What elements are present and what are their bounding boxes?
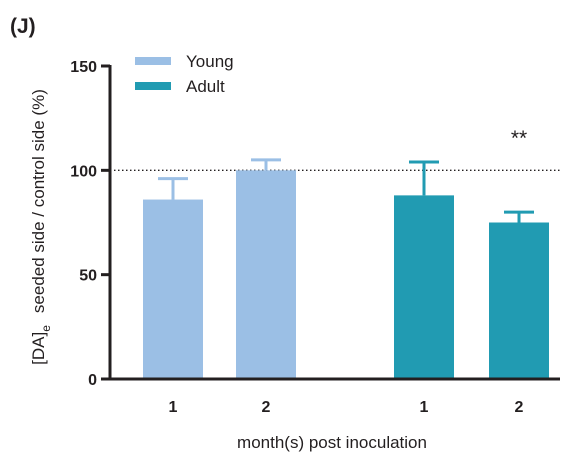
y-tick-label: 100 bbox=[70, 163, 97, 180]
y-axis-title: [DA]e seeded side / control side (%) bbox=[29, 89, 53, 365]
legend-label-adult: Adult bbox=[186, 77, 225, 96]
bars bbox=[143, 158, 549, 379]
y-tick-label: 150 bbox=[70, 59, 97, 76]
legend-label-young: Young bbox=[186, 52, 234, 71]
significance-marker: ** bbox=[511, 127, 527, 150]
y-tick-label: 0 bbox=[88, 372, 97, 389]
y-axis-title-subscript: e bbox=[39, 325, 53, 332]
panel-label: (J) bbox=[10, 15, 36, 38]
y-axis-title-main: [DA] bbox=[29, 332, 48, 365]
x-tick-label: 2 bbox=[515, 399, 524, 416]
x-tick-label: 1 bbox=[420, 399, 429, 416]
x-tick-label: 1 bbox=[169, 399, 178, 416]
legend: Young Adult bbox=[135, 52, 234, 96]
y-tick-label: 50 bbox=[79, 268, 97, 285]
plot-area: 0 50 100 150 1 2 1 2 ** bbox=[70, 59, 560, 416]
bar-young-2 bbox=[236, 170, 296, 379]
bar-adult-1 bbox=[394, 195, 454, 379]
legend-swatch-young bbox=[135, 57, 171, 65]
x-tick-label: 2 bbox=[262, 399, 271, 416]
legend-swatch-adult bbox=[135, 82, 171, 90]
bar-young-1 bbox=[143, 199, 203, 379]
x-axis-title: month(s) post inoculation bbox=[237, 433, 427, 452]
bar-adult-2 bbox=[489, 222, 549, 379]
y-axis-title-rest: seeded side / control side (%) bbox=[29, 89, 48, 313]
